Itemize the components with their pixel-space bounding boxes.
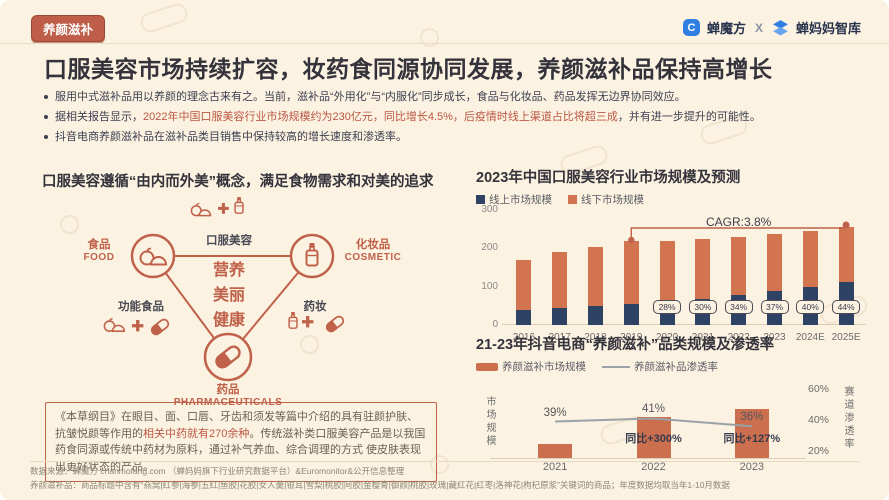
chanmofang-logo-icon: C: [682, 19, 700, 36]
food-icon-small: [190, 202, 212, 217]
footer-divider: [30, 461, 859, 462]
cosmetic-bottle-icon-small: [234, 196, 244, 214]
chart1-legend: 线上市场规模 线下市场规模: [476, 192, 872, 207]
chart2-title: 21-23年抖音电商“养颜滋补”品类规模及渗透率: [476, 337, 775, 353]
legend-swatch-bar: [476, 362, 498, 371]
relation-label-oral-beauty: 口服美容: [206, 235, 252, 247]
legend-swatch-offline: [568, 195, 577, 204]
relation-label-functional-food: 功能食品: [118, 301, 164, 313]
bullet-item: 服用中式滋补品用以养颜的理念古来有之。当前，滋补品“外用化”与“内服化”同步成长…: [44, 91, 864, 104]
food-icon-small: [103, 317, 126, 332]
chanmofang-logo-text: 蝉魔方: [706, 21, 746, 36]
bullet-text: 服用中式滋补品用以养颜的理念古来有之。当前，滋补品“外用化”与“内服化”同步成长…: [55, 91, 686, 103]
bullet-item: 据相关报告显示，2022年中国口服美容行业市场规模约为230亿元，同比增长4.5…: [44, 111, 864, 124]
chart1-title: 2023年中国口服美容行业市场规模及预测: [476, 170, 741, 186]
diagram-center-text: 营养 美丽 健康: [212, 262, 245, 329]
concept-triangle-diagram: 口服美容 功能食品 药妆 食品 FOOD 化妆品 COSMETIC 药品 PHARMA…: [48, 192, 446, 408]
brand-logos: C 蝉魔方 X 蝉妈妈智库: [682, 18, 861, 37]
legend-item-market-size: 养颜滋补市场规模: [476, 359, 586, 374]
node-label-food: 食品 FOOD: [83, 239, 115, 263]
bencao-note-box: 《本草纲目》在眼目、面、口唇、牙齿和须发等篇中介绍的具有驻颜护肤、抗皱悦颜等作用…: [45, 402, 437, 482]
legend-item-online: 线上市场规模: [476, 192, 552, 207]
market-size-chart-block: 2023年中国口服美容行业市场规模及预测 线上市场规模 线下市场规模 0 100 2…: [476, 166, 872, 343]
bullet-item: 抖音电商养颜滋补品在滋补品类目销售中保持较高的增长速度和渗透率。: [44, 131, 864, 144]
header-divider: [0, 43, 889, 44]
summary-bullets: 服用中式滋补品用以养颜的理念古来有之。当前，滋补品“外用化”与“内服化”同步成长…: [44, 91, 864, 151]
watermark: [138, 1, 190, 35]
page-title: 口服美容市场持续扩容，妆药食同源协同发展，养颜滋补品保持高增长: [44, 56, 773, 82]
watermark: [417, 25, 442, 50]
relation-label-cosmeceutical: 药妆: [303, 301, 327, 313]
category-tag: 养颜滋补: [31, 15, 106, 42]
stacked-bar-chart: 0 100 200 300 2016 2017 2018 2019 2020 28% 2021 30%…: [476, 204, 868, 343]
plus-icon: [216, 201, 231, 216]
cosmetic-bottle-icon-small: [288, 311, 298, 329]
pill-capsule-icon-small: [324, 313, 346, 335]
chart2-right-axis-label: 赛道渗透率: [842, 386, 853, 451]
triangle-diagram-graphic: [103, 196, 346, 382]
legend-item-offline: 线下市场规模: [568, 192, 644, 207]
bar-line-combo-chart: 市场规模 赛道渗透率 60% 40% 20% 2021 39% 2022 同比+300% 41…: [484, 383, 853, 473]
plus-icon: [130, 318, 146, 334]
diagram-title: 口服美容遵循“由内而外美”概念，满足食物需求和对美的追求: [42, 174, 434, 190]
bullet-dot: [44, 115, 48, 119]
chanmama-logo-icon: [772, 19, 789, 36]
node-label-cosmetic: 化妆品 COSMETIC: [344, 239, 402, 263]
legend-swatch-line: [602, 365, 630, 368]
footer-source: 数据来源：蝉魔方 chanmofang.com （蝉妈妈旗下行业研究数据平台）&…: [30, 466, 405, 476]
bullet-text: 抖音电商养颜滋补品在滋补品类目销售中保持较高的增长速度和渗透率。: [55, 131, 407, 143]
pill-capsule-icon-small: [149, 316, 171, 338]
chart2-legend: 养颜滋补市场规模 养颜滋补品渗透率: [476, 359, 872, 374]
chanmama-logo-text: 蝉妈妈智库: [795, 21, 861, 36]
bullet-dot: [44, 95, 48, 99]
douyin-category-chart-block: 21-23年抖音电商“养颜滋补”品类规模及渗透率 养颜滋补市场规模 养颜滋补品渗…: [476, 333, 872, 475]
bullet-dot: [44, 135, 48, 139]
bullet-text: 据相关报告显示，2022年中国口服美容行业市场规模约为230亿元，同比增长4.5…: [55, 111, 761, 123]
plus-icon: [300, 314, 316, 330]
chart2-left-axis-label: 市场规模: [484, 396, 495, 448]
footer-definition: 养颜滋补品：商品标题中含有“燕窝|红参|海参|五红|鱼胶|花胶|女人羹|银耳|雪…: [30, 480, 730, 490]
legend-swatch-online: [476, 195, 485, 204]
brand-separator: X: [754, 20, 763, 35]
legend-item-penetration: 养颜滋补品渗透率: [602, 359, 718, 374]
